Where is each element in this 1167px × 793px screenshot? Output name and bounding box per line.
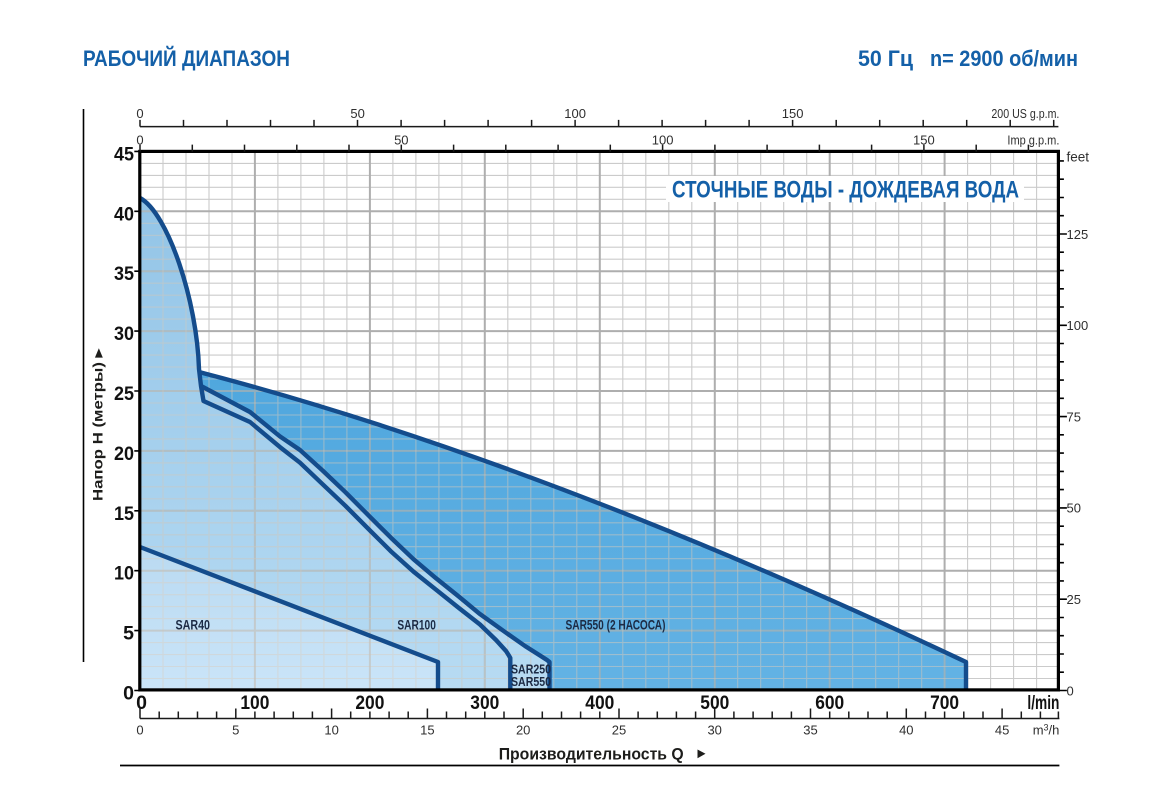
svg-text:SAR250: SAR250 <box>511 662 551 677</box>
svg-text:Imp g.p.m.: Imp g.p.m. <box>1007 133 1059 148</box>
svg-text:Производительность Q: Производительность Q <box>499 746 684 764</box>
svg-text:0: 0 <box>1067 683 1074 698</box>
svg-text:Напор H (метры) ▸: Напор H (метры) ▸ <box>90 348 106 501</box>
svg-text:500: 500 <box>700 692 729 714</box>
svg-text:15: 15 <box>114 503 134 525</box>
svg-text:200 US g.p.m.: 200 US g.p.m. <box>991 106 1059 121</box>
svg-text:100: 100 <box>1067 318 1089 333</box>
svg-text:125: 125 <box>1067 227 1089 242</box>
svg-text:25: 25 <box>1067 592 1081 607</box>
svg-text:50: 50 <box>394 133 408 148</box>
svg-text:SAR550: SAR550 <box>511 674 551 689</box>
svg-text:150: 150 <box>913 133 935 148</box>
svg-text:5: 5 <box>123 623 134 645</box>
svg-text:50: 50 <box>1067 501 1081 516</box>
svg-text:40: 40 <box>114 203 134 225</box>
svg-text:10: 10 <box>324 723 338 738</box>
svg-text:35: 35 <box>803 723 817 738</box>
svg-text:n= 2900 об/мин: n= 2900 об/мин <box>930 46 1078 71</box>
svg-text:30: 30 <box>707 723 721 738</box>
svg-text:20: 20 <box>114 443 134 465</box>
svg-text:600: 600 <box>815 692 844 714</box>
svg-text:40: 40 <box>899 723 913 738</box>
svg-text:400: 400 <box>585 692 614 714</box>
svg-text:200: 200 <box>355 692 384 714</box>
svg-text:СТОЧНЫЕ ВОДЫ - ДОЖДЕВАЯ ВОДА: СТОЧНЫЕ ВОДЫ - ДОЖДЕВАЯ ВОДА <box>672 177 1019 204</box>
svg-text:15: 15 <box>420 723 434 738</box>
svg-text:SAR550 (2 НАСОСА): SAR550 (2 НАСОСА) <box>566 618 666 633</box>
svg-text:РАБОЧИЙ ДИАПАЗОН: РАБОЧИЙ ДИАПАЗОН <box>83 46 290 71</box>
svg-text:25: 25 <box>612 723 626 738</box>
svg-text:0: 0 <box>123 683 134 705</box>
svg-text:700: 700 <box>930 692 959 714</box>
svg-text:100: 100 <box>564 106 586 121</box>
svg-text:45: 45 <box>995 723 1009 738</box>
svg-text:50: 50 <box>350 106 364 121</box>
svg-text:50 Гц: 50 Гц <box>858 46 913 71</box>
svg-text:35: 35 <box>114 263 134 285</box>
svg-text:300: 300 <box>470 692 499 714</box>
svg-text:10: 10 <box>114 563 134 585</box>
svg-text:m3/h: m3/h <box>1033 723 1060 738</box>
svg-text:5: 5 <box>232 723 239 738</box>
svg-text:0: 0 <box>136 692 147 714</box>
svg-text:100: 100 <box>652 133 674 148</box>
svg-text:0: 0 <box>136 106 143 121</box>
svg-text:20: 20 <box>516 723 530 738</box>
svg-text:45: 45 <box>114 143 134 165</box>
svg-text:30: 30 <box>114 323 134 345</box>
svg-text:100: 100 <box>240 692 269 714</box>
svg-text:feet: feet <box>1067 150 1090 165</box>
svg-text:0: 0 <box>136 133 143 148</box>
svg-text:25: 25 <box>114 383 134 405</box>
svg-text:l/min: l/min <box>1027 692 1059 714</box>
svg-text:SAR100: SAR100 <box>397 618 436 633</box>
svg-text:150: 150 <box>782 106 804 121</box>
svg-text:0: 0 <box>136 723 143 738</box>
svg-text:SAR40: SAR40 <box>176 618 211 633</box>
svg-text:75: 75 <box>1067 409 1081 424</box>
